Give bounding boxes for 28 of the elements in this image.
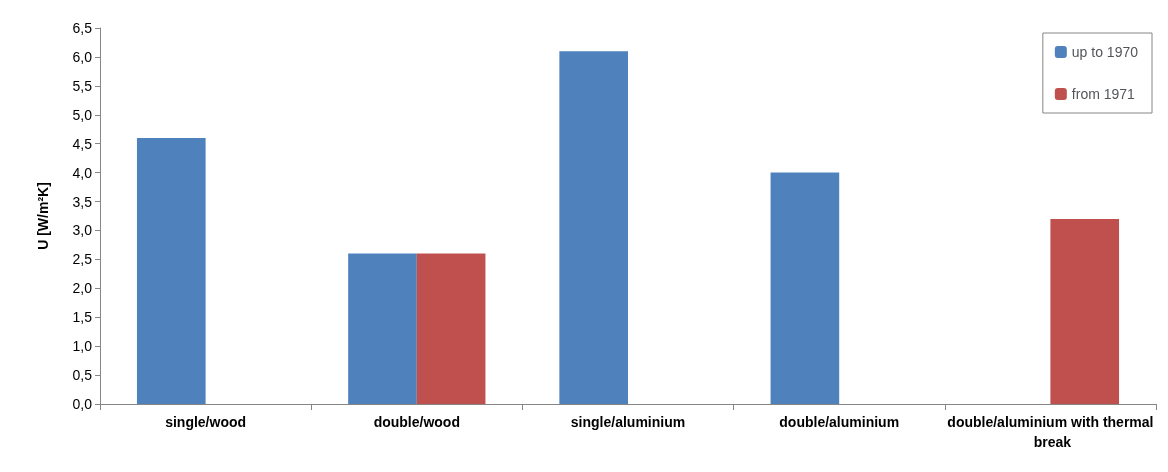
bar — [770, 172, 840, 404]
y-axis-title: U [W/m²K] — [35, 182, 51, 250]
y-tick-label: 5,0 — [72, 106, 93, 123]
x-tick-label: double/aluminium with thermal break — [947, 414, 1154, 450]
bar — [416, 253, 486, 404]
bar — [348, 253, 417, 404]
bar — [136, 137, 206, 404]
y-tick-label: 6,0 — [72, 48, 93, 65]
y-tick-label: 6,5 — [72, 20, 93, 36]
y-tick-label: 2,0 — [72, 280, 93, 297]
y-tick-label: 3,5 — [72, 193, 93, 210]
x-tick-label: double/wood — [373, 414, 460, 430]
y-tick-label: 2,5 — [72, 251, 93, 268]
legend-label: up to 1970 — [1071, 44, 1139, 60]
y-tick-label: 0,5 — [72, 367, 93, 384]
legend-label: from 1971 — [1071, 86, 1136, 102]
y-tick-label: 3,0 — [72, 222, 93, 239]
y-tick-label: 1,5 — [72, 309, 93, 326]
x-tick-label: double/aluminium — [779, 414, 900, 430]
x-tick-label: single/wood — [165, 414, 247, 430]
y-tick-label: 4,0 — [72, 164, 93, 181]
bar — [1050, 218, 1120, 404]
y-tick-label: 1,0 — [72, 338, 93, 355]
y-tick-label: 5,5 — [72, 77, 93, 94]
x-tick-label: single/aluminium — [570, 414, 686, 430]
bar — [559, 51, 628, 404]
y-tick-label: 0,0 — [72, 396, 93, 412]
y-tick-label: 4,5 — [72, 135, 93, 152]
